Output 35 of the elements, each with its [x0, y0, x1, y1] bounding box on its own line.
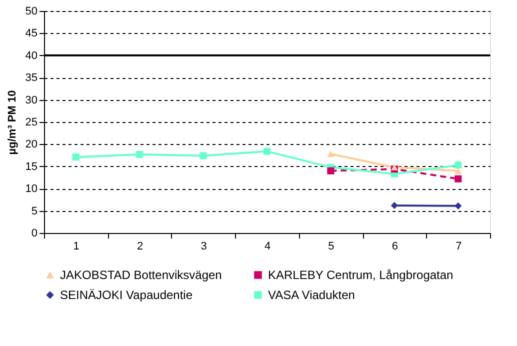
y-tick-label: 30: [25, 94, 38, 106]
y-tick-label: 20: [25, 138, 38, 151]
x-tick-label: 4: [264, 240, 271, 252]
y-tick-label: 5: [31, 205, 38, 218]
legend-label: JAKOBSTAD Bottenviksvägen: [60, 268, 222, 282]
point: [327, 167, 334, 174]
point: [263, 148, 271, 155]
y-tick-label: 45: [25, 28, 38, 40]
point: [454, 202, 462, 210]
x-tick-label: 3: [200, 240, 207, 252]
point: [390, 164, 398, 170]
x-tick-label: 5: [328, 240, 334, 252]
x-tick-label: 2: [137, 240, 144, 252]
point: [390, 202, 398, 210]
x-tick-label: 6: [392, 240, 398, 252]
x-tick-label: 1: [73, 240, 80, 252]
point: [136, 150, 144, 158]
point: [454, 168, 462, 174]
legend-label: SEINÄJOKI Vapaudentie: [60, 288, 193, 302]
point: [200, 152, 207, 160]
point: [454, 162, 462, 169]
y-tick-label: 10: [25, 183, 38, 196]
x-tick-label: 7: [456, 240, 462, 252]
y-tick-label: 25: [25, 116, 38, 128]
legend-label: VASA Viadukten: [268, 288, 355, 302]
y-tick-label: 40: [25, 50, 38, 62]
y-tick-label: 35: [25, 72, 38, 84]
point: [454, 175, 462, 182]
y-tick-label: 0: [31, 228, 38, 240]
y-tick-label: 50: [25, 6, 38, 18]
point: [327, 150, 334, 158]
point: [72, 154, 80, 161]
y-tick-label: 15: [25, 160, 38, 173]
legend-label: KARLEBY Centrum, Långbrogatan: [268, 268, 454, 282]
y-axis-title: µg/m³ PM 10: [6, 90, 18, 155]
